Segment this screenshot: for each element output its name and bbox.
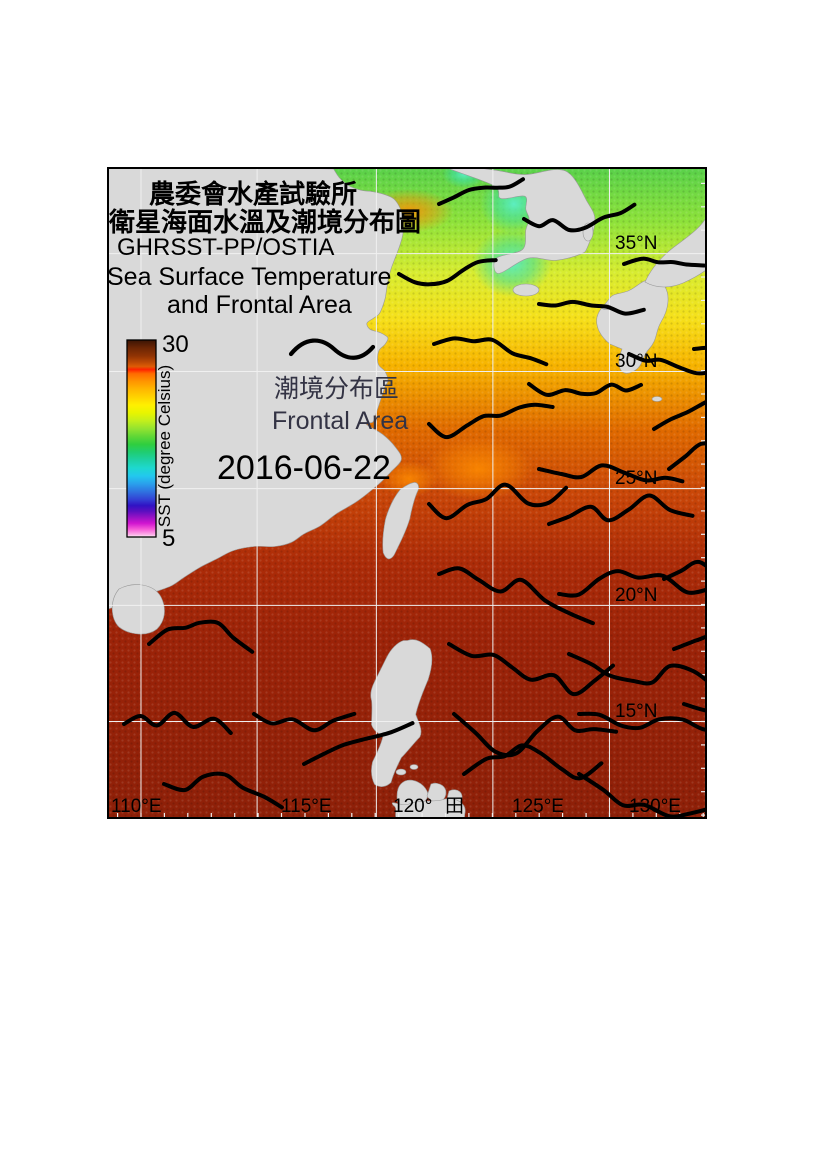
svg-text:衛星海面水溫及潮境分布圖: 衛星海面水溫及潮境分布圖 (109, 207, 421, 237)
svg-text:30: 30 (162, 331, 189, 358)
svg-text:15°N: 15°N (615, 701, 657, 722)
svg-text:農委會水產試驗所: 農委會水產試驗所 (149, 179, 357, 209)
svg-text:25°N: 25°N (615, 468, 657, 489)
svg-text:30°N: 30°N (615, 351, 657, 372)
svg-text:and Frontal Area: and Frontal Area (167, 291, 352, 319)
svg-text:潮境分布區: 潮境分布區 (274, 375, 399, 403)
svg-text:120°: 120° (393, 796, 432, 817)
svg-text:130°E: 130°E (629, 796, 681, 817)
svg-text:5: 5 (162, 525, 175, 552)
svg-text:20°N: 20°N (615, 585, 657, 606)
svg-text:Sea Surface Temperature: Sea Surface Temperature (109, 263, 391, 291)
svg-text:2016-06-22: 2016-06-22 (217, 449, 391, 487)
svg-text:SST (degree Celsius): SST (degree Celsius) (155, 365, 174, 527)
svg-text:125°E: 125°E (512, 796, 564, 817)
svg-text:35°N: 35°N (615, 233, 657, 254)
svg-text:Frontal Area: Frontal Area (272, 407, 408, 435)
svg-text:田: 田 (445, 796, 464, 817)
svg-text:115°E: 115°E (281, 796, 332, 817)
svg-text:GHRSST-PP/OSTIA: GHRSST-PP/OSTIA (117, 234, 334, 261)
svg-text:110°E: 110°E (111, 796, 162, 817)
